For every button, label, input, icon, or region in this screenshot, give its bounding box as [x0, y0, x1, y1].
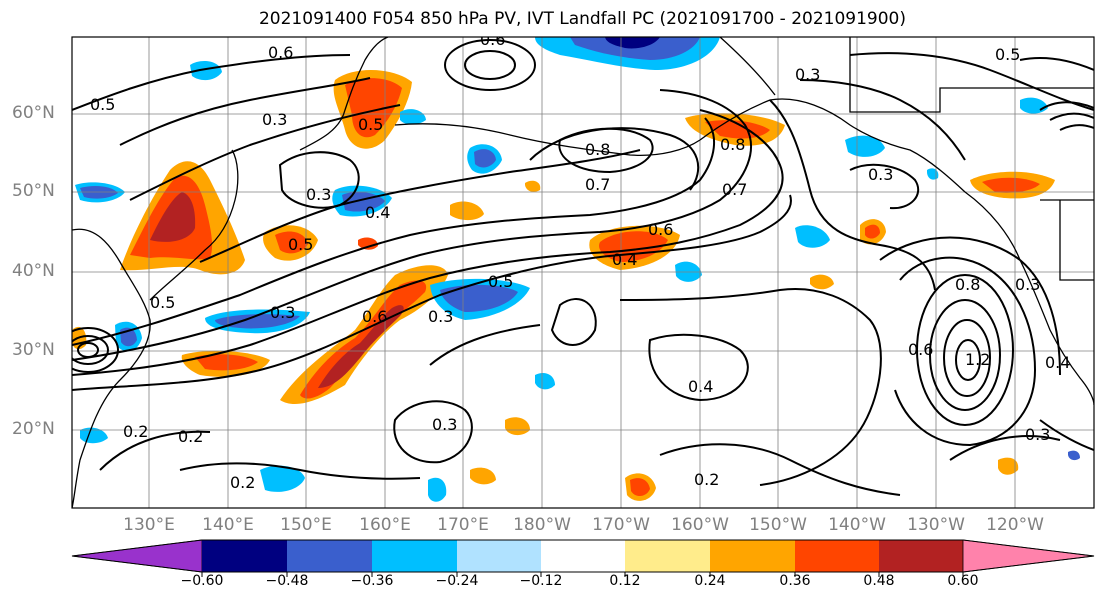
- contour-label: 0.5: [90, 95, 115, 114]
- colorbar-tick-label: −0.36: [350, 573, 394, 589]
- contour-label: 0.5: [488, 272, 513, 291]
- contour-label: 0.6: [648, 220, 673, 239]
- lon-label: 160°W: [671, 515, 729, 535]
- colorbar-tick-label: −0.60: [180, 573, 224, 589]
- contour-label: 0.7: [722, 180, 747, 199]
- colorbar-bin: [202, 540, 287, 572]
- contour-label: 0.3: [868, 165, 893, 184]
- lon-label: 170°E: [437, 515, 489, 535]
- contour-label: 0.6: [908, 340, 933, 359]
- contour-label: 0.3: [428, 307, 453, 326]
- lon-label: 150°E: [280, 515, 332, 535]
- lat-label: 40°N: [12, 261, 55, 281]
- colorbar-bin: [625, 540, 710, 572]
- colorbar-bin: [795, 540, 879, 572]
- map-frame: [71, 36, 1095, 509]
- contour-label: 0.3: [306, 185, 331, 204]
- lon-label: 170°W: [592, 515, 650, 535]
- contour-label: 0.2: [178, 427, 203, 446]
- contour-label: 0.4: [365, 203, 390, 222]
- contour-label: 0.8: [720, 135, 745, 154]
- contour-label: 0.4: [688, 377, 713, 396]
- colorbar-bin: [710, 540, 795, 572]
- colorbar: [71, 539, 1095, 577]
- contour-label: 0.5: [358, 115, 383, 134]
- contour-label: 0.8: [585, 140, 610, 159]
- colorbar-tick-label: 0.36: [779, 573, 811, 589]
- contour-label: 0.6: [268, 43, 293, 62]
- colorbar-over-arrow: [962, 539, 1095, 573]
- contour-label: 0.7: [585, 175, 610, 194]
- contour-label: 0.5: [150, 293, 175, 312]
- lon-label: 140°E: [202, 515, 254, 535]
- contour-label: 0.4: [612, 250, 637, 269]
- lon-label: 130°E: [123, 515, 175, 535]
- contour-label: 0.3: [795, 65, 820, 84]
- colorbar-bin: [372, 540, 457, 572]
- lat-label: 60°N: [12, 103, 55, 123]
- lat-label: 20°N: [12, 419, 55, 439]
- contour-label: 0.3: [262, 110, 287, 129]
- contour-label: 1.2: [965, 350, 990, 369]
- contour-label: 0.6: [480, 30, 505, 49]
- contour-label: 0.3: [1015, 275, 1040, 294]
- colorbar-bin: [287, 540, 372, 572]
- lat-label: 50°N: [12, 181, 55, 201]
- lon-label: 140°W: [828, 515, 886, 535]
- contour-label: 0.8: [955, 275, 980, 294]
- colorbar-bin: [879, 540, 963, 572]
- colorbar-tick-label: −0.24: [435, 573, 479, 589]
- colorbar-tick-label: −0.48: [265, 573, 309, 589]
- lon-label: 160°E: [359, 515, 411, 535]
- contour-label: 0.2: [694, 470, 719, 489]
- contour-label: 0.4: [1045, 353, 1070, 372]
- colorbar-tick-label: 0.48: [863, 573, 895, 589]
- contour-label: 0.6: [362, 307, 387, 326]
- lat-label: 30°N: [12, 340, 55, 360]
- contour-label: 0.5: [288, 235, 313, 254]
- pv-contours: [72, 39, 1094, 496]
- lon-label: 150°W: [749, 515, 807, 535]
- colorbar-bin: [457, 540, 541, 572]
- colorbar-tick-label: 0.60: [947, 573, 979, 589]
- contour-label: 0.2: [230, 473, 255, 492]
- colorbar-tick-label: −0.12: [519, 573, 563, 589]
- colorbar-under-arrow: [71, 539, 203, 573]
- coastlines: [72, 37, 1094, 508]
- contour-label: 0.3: [432, 415, 457, 434]
- colorbar-bin: [541, 540, 625, 572]
- colorbar-tick-label: 0.12: [609, 573, 641, 589]
- contour-labels: 0.6 0.6 0.3 0.5 0.3 0.4 0.5 0.8 0.7 0.8 0.7 0.6 0.5 0…: [90, 30, 1070, 492]
- contour-label: 0.3: [1025, 425, 1050, 444]
- contour-label: 0.3: [270, 303, 295, 322]
- map-title: 2021091400 F054 850 hPa PV, IVT Landfall…: [258, 9, 906, 29]
- lon-label: 130°W: [907, 515, 965, 535]
- contour-label: 0.2: [123, 422, 148, 441]
- lon-label: 120°W: [986, 515, 1044, 535]
- lon-label: 180°W: [513, 515, 571, 535]
- contour-label: 0.5: [995, 45, 1020, 64]
- colorbar-tick-label: 0.24: [694, 573, 726, 589]
